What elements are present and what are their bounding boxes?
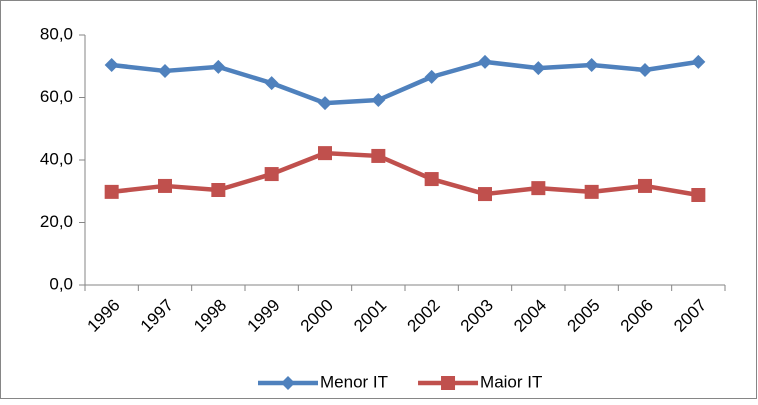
marker [584,184,599,199]
marker [441,376,456,390]
marker [158,63,172,78]
y-tick-label: 40,0 [40,149,73,168]
marker [424,69,439,84]
marker [691,54,706,69]
marker [531,181,546,196]
marker [264,167,279,182]
marker [638,63,652,77]
legend-label: Maior IT [480,372,542,391]
marker [371,93,386,107]
marker [478,187,492,202]
marker [691,188,706,202]
marker [211,59,226,74]
y-tick-label: 20,0 [40,212,73,231]
marker [104,184,119,199]
marker [264,76,279,91]
y-tick-label: 60,0 [40,87,73,106]
marker [371,148,386,163]
marker [318,96,332,111]
marker [318,146,332,161]
marker [104,58,119,72]
series-line [111,150,699,198]
series-line [111,59,699,106]
y-tick-label: 80,0 [40,24,73,43]
legend-label: Menor IT [320,372,388,391]
marker [531,61,546,76]
marker [584,58,599,72]
marker [158,178,172,193]
marker [424,172,439,187]
marker [478,54,492,69]
marker [211,183,226,197]
marker [281,376,295,390]
marker [638,178,652,193]
y-tick-label: 0,0 [49,274,73,293]
